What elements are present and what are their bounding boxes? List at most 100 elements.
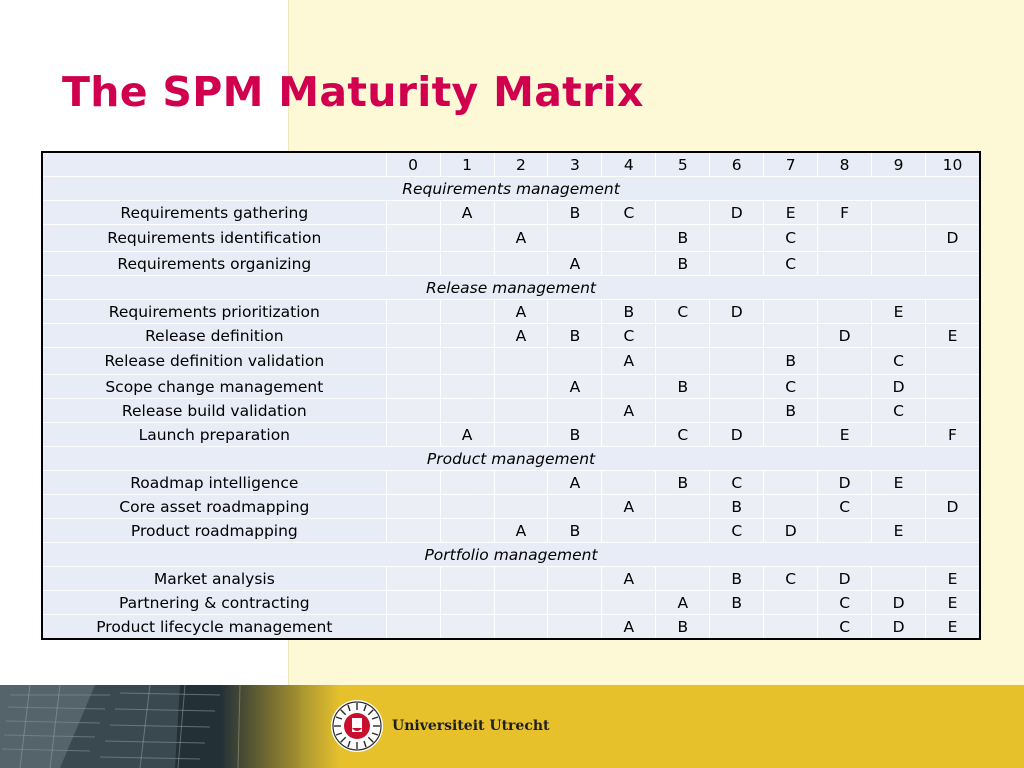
maturity-cell: D [817,323,873,348]
maturity-cell [655,566,711,591]
maturity-cell [925,200,982,225]
maturity-cell [763,470,819,495]
maturity-cell [439,251,495,276]
maturity-cell [871,566,927,591]
maturity-cell [817,398,873,423]
maturity-cell: C [817,614,873,640]
maturity-cell: C [709,470,765,495]
maturity-cell [385,470,441,495]
maturity-cell [385,200,441,225]
maturity-cell: E [925,614,982,640]
maturity-cell: C [871,398,927,423]
maturity-cell [601,422,657,447]
maturity-cell [817,251,873,276]
capability-label: Release definition [40,323,387,348]
maturity-cell: D [871,374,927,399]
maturity-cell [439,299,495,324]
maturity-cell: F [817,200,873,225]
maturity-cell: C [655,422,711,447]
maturity-cell: E [871,299,927,324]
maturity-cell [439,323,495,348]
maturity-cell: A [547,374,603,399]
maturity-cell: B [655,374,711,399]
matrix-row: Requirements organizing A B C [40,251,982,276]
maturity-cell [925,398,982,423]
maturity-cell [439,518,495,543]
maturity-cell [439,590,495,615]
capability-label: Requirements gathering [40,200,387,225]
maturity-cell [547,614,603,640]
maturity-cell: C [871,347,927,375]
maturity-cell: B [547,323,603,348]
matrix-row: Partnering & contracting A B C D E [40,590,982,615]
maturity-cell [925,251,982,276]
maturity-cell [385,566,441,591]
matrix-row: Requirements gathering A B C D E F [40,200,982,225]
matrix-row: Roadmap intelligence A B C D E [40,470,982,495]
maturity-cell: A [439,200,495,225]
maturity-cell [925,374,982,399]
maturity-cell: B [709,494,765,519]
maturity-cell [655,518,711,543]
maturity-cell [817,518,873,543]
capability-label: Product lifecycle management [40,614,387,640]
maturity-cell [709,614,765,640]
maturity-cell [601,518,657,543]
maturity-cell: A [493,299,549,324]
column-header-7: 7 [763,151,819,177]
maturity-cell [763,422,819,447]
corner-header-cell [40,151,387,177]
matrix-row: Requirements prioritization A B C D E [40,299,982,324]
maturity-cell [925,299,982,324]
maturity-cell [655,200,711,225]
maturity-cell: E [925,566,982,591]
maturity-cell [709,251,765,276]
maturity-cell [871,323,927,348]
group-heading: Release management [41,275,981,300]
maturity-cell [385,251,441,276]
maturity-cell: D [763,518,819,543]
maturity-cell: D [871,590,927,615]
maturity-cell: D [925,224,982,252]
maturity-cell: D [817,566,873,591]
maturity-cell: A [547,251,603,276]
maturity-cell [655,347,711,375]
maturity-cell [817,224,873,252]
capability-label: Market analysis [40,566,387,591]
group-heading: Portfolio management [41,542,981,567]
maturity-cell [385,299,441,324]
capability-label: Requirements prioritization [40,299,387,324]
group-row: Product management [41,446,981,471]
maturity-cell: B [763,347,819,375]
maturity-cell [385,224,441,252]
maturity-cell: C [817,590,873,615]
maturity-cell: D [817,470,873,495]
matrix-row: Release definition validation A B C [40,347,982,375]
maturity-cell [709,323,765,348]
column-header-0: 0 [385,151,441,177]
capability-label: Requirements identification [40,224,387,252]
maturity-cell [493,590,549,615]
maturity-matrix-table: 0 1 2 3 4 5 6 7 8 9 10 Requirements management Requ… [40,151,982,640]
maturity-cell: C [601,323,657,348]
maturity-cell [655,494,711,519]
maturity-cell [925,347,982,375]
maturity-cell: A [493,323,549,348]
capability-label: Release build validation [40,398,387,423]
maturity-cell [925,470,982,495]
maturity-cell [763,323,819,348]
maturity-cell [439,398,495,423]
capability-label: Roadmap intelligence [40,470,387,495]
maturity-cell: C [655,299,711,324]
maturity-cell: C [763,251,819,276]
capability-label: Core asset roadmapping [40,494,387,519]
column-header-10: 10 [925,151,982,177]
maturity-cell [601,251,657,276]
capability-label: Product roadmapping [40,518,387,543]
group-heading: Product management [41,446,981,471]
maturity-cell [547,347,603,375]
maturity-cell [763,614,819,640]
university-name: Universiteit Utrecht [392,718,550,734]
matrix-row: Scope change management A B C D [40,374,982,399]
maturity-cell: D [709,299,765,324]
